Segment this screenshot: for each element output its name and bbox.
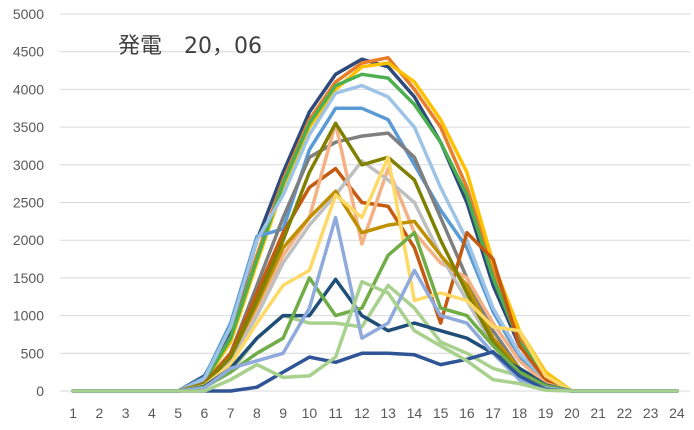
series-line-10 bbox=[71, 159, 679, 393]
y-tick-label: 500 bbox=[21, 345, 45, 361]
x-tick-label: 7 bbox=[227, 405, 235, 421]
y-axis-tick-labels: 0 500 1000 1500 2000 2500 3000 3500 4000 4500 5000 bbox=[13, 6, 44, 399]
series-lines bbox=[71, 55, 679, 393]
x-tick-label: 14 bbox=[407, 405, 423, 421]
y-tick-label: 4000 bbox=[13, 81, 44, 97]
x-tick-label: 4 bbox=[148, 405, 156, 421]
x-tick-label: 5 bbox=[174, 405, 182, 421]
series-line-16 bbox=[71, 230, 679, 393]
x-tick-label: 22 bbox=[617, 405, 633, 421]
x-tick-label: 11 bbox=[328, 405, 343, 421]
series-line-13 bbox=[71, 155, 679, 393]
series-line-4 bbox=[71, 72, 679, 393]
x-tick-label: 24 bbox=[669, 405, 685, 421]
series-line-5 bbox=[71, 106, 679, 393]
series-line-14 bbox=[71, 283, 679, 393]
chart-title: 発電 20，06 bbox=[118, 34, 262, 59]
x-tick-label: 18 bbox=[512, 405, 528, 421]
y-tick-label: 0 bbox=[36, 383, 44, 399]
x-tick-label: 16 bbox=[459, 405, 475, 421]
x-tick-label: 2 bbox=[95, 405, 103, 421]
x-tick-label: 8 bbox=[253, 405, 261, 421]
x-tick-label: 12 bbox=[354, 405, 370, 421]
x-tick-label: 3 bbox=[122, 405, 130, 421]
x-tick-label: 1 bbox=[69, 405, 77, 421]
series-line-9 bbox=[71, 121, 679, 393]
x-tick-label: 19 bbox=[538, 405, 554, 421]
y-tick-label: 1000 bbox=[13, 308, 44, 324]
x-tick-label: 17 bbox=[485, 405, 501, 421]
y-tick-label: 5000 bbox=[13, 6, 44, 22]
x-tick-label: 20 bbox=[564, 405, 580, 421]
y-tick-label: 3000 bbox=[13, 157, 44, 173]
x-tick-label: 23 bbox=[643, 405, 659, 421]
x-tick-label: 9 bbox=[279, 405, 287, 421]
series-line-6 bbox=[71, 83, 679, 393]
y-tick-label: 2500 bbox=[13, 195, 44, 211]
series-line-11 bbox=[71, 189, 679, 393]
x-tick-label: 15 bbox=[433, 405, 449, 421]
y-tick-label: 3500 bbox=[13, 119, 44, 135]
x-tick-label: 13 bbox=[380, 405, 396, 421]
series-line-15 bbox=[71, 277, 679, 393]
series-line-2 bbox=[71, 55, 679, 393]
x-tick-label: 10 bbox=[302, 405, 318, 421]
y-tick-label: 2000 bbox=[13, 232, 44, 248]
x-axis-tick-labels: 1 2 3 4 5 6 7 8 9 10 11 12 13 14 15 16 17 18 19 20 21 22 23 24 bbox=[69, 405, 685, 421]
series-line-12 bbox=[71, 121, 679, 393]
series-line-18 bbox=[71, 350, 679, 393]
y-tick-label: 4500 bbox=[13, 44, 44, 60]
series-line-19 bbox=[71, 279, 679, 393]
y-tick-label: 1500 bbox=[13, 270, 44, 286]
series-line-1 bbox=[71, 57, 679, 393]
x-tick-label: 21 bbox=[590, 405, 606, 421]
x-tick-label: 6 bbox=[200, 405, 208, 421]
